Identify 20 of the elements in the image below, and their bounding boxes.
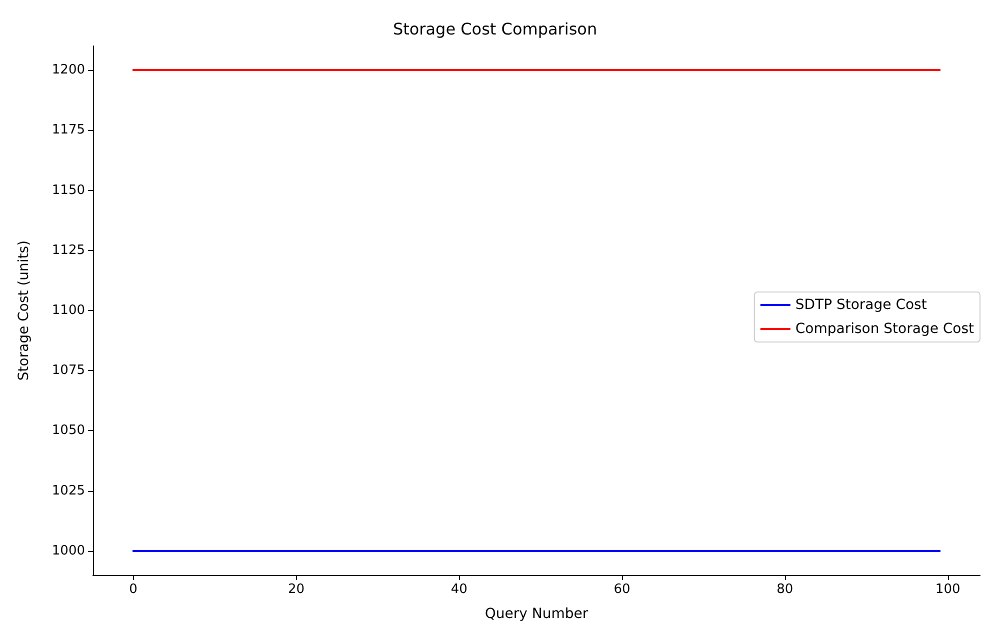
y-tick-label: 1200 bbox=[52, 62, 85, 78]
x-tick-label: 80 bbox=[776, 582, 794, 597]
y-tick-label: 1025 bbox=[52, 483, 85, 498]
x-axis-title: Query Number bbox=[484, 606, 588, 622]
y-tick-label: 1150 bbox=[52, 182, 85, 198]
legend-label: Comparison Storage Cost bbox=[795, 321, 975, 337]
x-tick-label: 100 bbox=[935, 582, 960, 597]
y-tick-label: 1175 bbox=[52, 122, 85, 138]
x-tick-label: 0 bbox=[129, 582, 138, 597]
x-tick-label: 60 bbox=[614, 582, 630, 597]
y-tick-label: 1075 bbox=[52, 363, 85, 378]
x-tick-label: 20 bbox=[288, 582, 304, 597]
y-axis-title: Storage Cost (units) bbox=[16, 240, 32, 381]
y-tick-label: 1050 bbox=[52, 423, 85, 438]
x-tick-label: 40 bbox=[450, 582, 468, 597]
y-tick-label: 1100 bbox=[52, 303, 85, 318]
chart-title: Storage Cost Comparison bbox=[392, 20, 598, 38]
y-tick-label: 1125 bbox=[52, 242, 85, 258]
y-tick-label: 1000 bbox=[52, 543, 85, 558]
legend-label: SDTP Storage Cost bbox=[795, 297, 928, 313]
